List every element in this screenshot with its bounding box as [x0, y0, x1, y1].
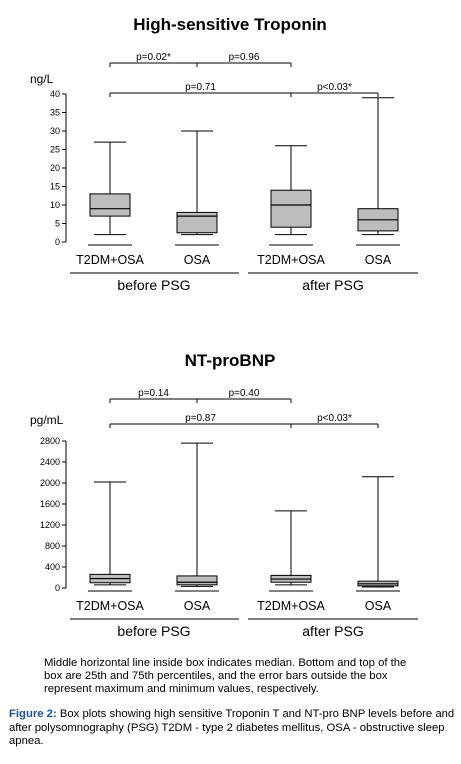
- ntprobnp-category-label: OSA: [365, 599, 392, 613]
- ntprobnp-category-label: T2DM+OSA: [257, 599, 325, 613]
- troponin-category-label: OSA: [184, 253, 211, 267]
- ntprobnp-comparison-label: p=0.40: [229, 388, 260, 399]
- ntprobnp-group-label-after: after PSG: [302, 623, 363, 639]
- troponin-comparison-label: p=0.96: [229, 52, 260, 63]
- ntprobnp-y-tick-label: 2000: [40, 478, 60, 488]
- troponin-y-tick-label: 10: [50, 200, 60, 210]
- nt-probnp-chart: NT-proBNP pg/mL 0 400 800 1200 1600 2000 2400 280…: [30, 351, 418, 639]
- troponin-comparison-label: p=0.71: [185, 82, 216, 93]
- ntprobnp-y-tick-label: 1200: [40, 520, 60, 530]
- figure-description: Box plots showing high sensitive Troponi…: [9, 708, 455, 747]
- figure-label: Figure 2:: [9, 708, 57, 720]
- ntprobnp-y-tick-label: 2800: [40, 436, 60, 446]
- troponin-y-tick-label: 40: [50, 89, 60, 99]
- ntprobnp-chart-title: NT-proBNP: [185, 351, 276, 370]
- troponin-comparison-label: p<0.03*: [317, 82, 352, 93]
- troponin-chart-title: High-sensitive Troponin: [133, 15, 327, 34]
- troponin-y-tick-label: 0: [55, 237, 60, 247]
- ntprobnp-y-tick-label: 400: [45, 562, 60, 572]
- troponin-box: [270, 189, 312, 228]
- troponin-chart: High-sensitive Troponin ng/L 0 5 10 15 20 25 30 3…: [30, 15, 418, 293]
- ntprobnp-category-label: OSA: [184, 599, 211, 613]
- troponin-y-tick-label: 20: [50, 163, 60, 173]
- ntprobnp-y-tick-label: 800: [45, 541, 60, 551]
- troponin-category-label: OSA: [365, 253, 392, 267]
- troponin-category-label: T2DM+OSA: [76, 253, 144, 267]
- ntprobnp-comparison-label: p<0.03*: [317, 413, 352, 424]
- troponin-box: [176, 211, 218, 234]
- troponin-y-tick-label: 35: [50, 108, 60, 118]
- ntprobnp-y-tick-label: 0: [55, 583, 60, 593]
- caption-figure-text: Figure 2: Box plots showing high sensiti…: [9, 708, 459, 749]
- troponin-group-label-before: before PSG: [117, 277, 190, 293]
- troponin-y-axis-label: ng/L: [30, 72, 54, 86]
- troponin-y-tick-label: 25: [50, 145, 60, 155]
- figure-caption: Middle horizontal line inside box indica…: [0, 647, 461, 764]
- ntprobnp-box: [176, 575, 218, 586]
- ntprobnp-group-label-before: before PSG: [117, 623, 190, 639]
- ntprobnp-y-axis-label: pg/mL: [30, 413, 64, 427]
- caption-note: Middle horizontal line inside box indica…: [44, 657, 407, 695]
- troponin-category-label: T2DM+OSA: [257, 253, 325, 267]
- troponin-comparison-label: p=0.02*: [136, 52, 171, 63]
- ntprobnp-category-label: T2DM+OSA: [76, 599, 144, 613]
- troponin-box: [89, 193, 131, 217]
- troponin-group-label-after: after PSG: [302, 277, 363, 293]
- ntprobnp-y-tick-label: 1600: [40, 499, 60, 509]
- ntprobnp-comparison-label: p=0.87: [185, 413, 216, 424]
- ntprobnp-comparison-label: p=0.14: [138, 388, 169, 399]
- ntprobnp-y-tick-label: 2400: [40, 457, 60, 467]
- troponin-y-tick-label: 30: [50, 126, 60, 136]
- troponin-y-tick-label: 5: [55, 219, 60, 229]
- troponin-y-tick-label: 15: [50, 182, 60, 192]
